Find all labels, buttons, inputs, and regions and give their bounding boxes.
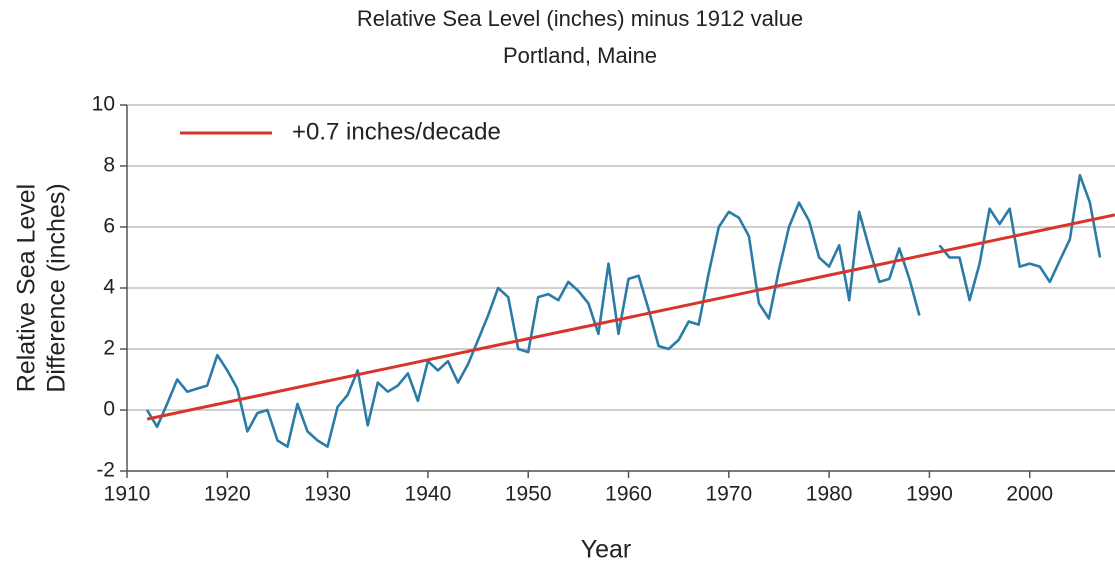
y-tick-label: 8 (103, 154, 115, 177)
x-tick-label: 1940 (405, 483, 452, 506)
y-tick-label: 6 (103, 215, 115, 238)
x-tick-label: 1960 (605, 483, 652, 506)
y-tick-label: 2 (103, 337, 115, 360)
x-tick-label: 1910 (104, 483, 151, 506)
x-axis-label: Year (581, 536, 632, 564)
y-axis-label: Difference (inches) (43, 183, 71, 392)
x-tick-label: 1950 (505, 483, 552, 506)
x-tick-label: 1990 (906, 483, 953, 506)
y-axis-label: Relative Sea Level (13, 184, 41, 392)
data-line (145, 173, 1102, 448)
y-tick-label: 10 (92, 93, 115, 116)
x-tick-label: 1930 (304, 483, 351, 506)
plot-area (145, 173, 1115, 448)
x-tick-label: 1980 (806, 483, 853, 506)
chart-subtitle: Portland, Maine (503, 43, 657, 68)
x-tick-label: 2000 (1006, 483, 1053, 506)
legend-label: +0.7 inches/decade (292, 118, 501, 145)
x-tick-label: 1970 (705, 483, 752, 506)
y-tick-label: -2 (96, 459, 115, 482)
x-tick-label: 1920 (204, 483, 251, 506)
y-tick-label: 4 (103, 276, 115, 299)
data-line (146, 213, 1115, 421)
y-tick-label: 0 (103, 398, 115, 421)
chart-title: Relative Sea Level (inches) minus 1912 v… (357, 6, 803, 31)
